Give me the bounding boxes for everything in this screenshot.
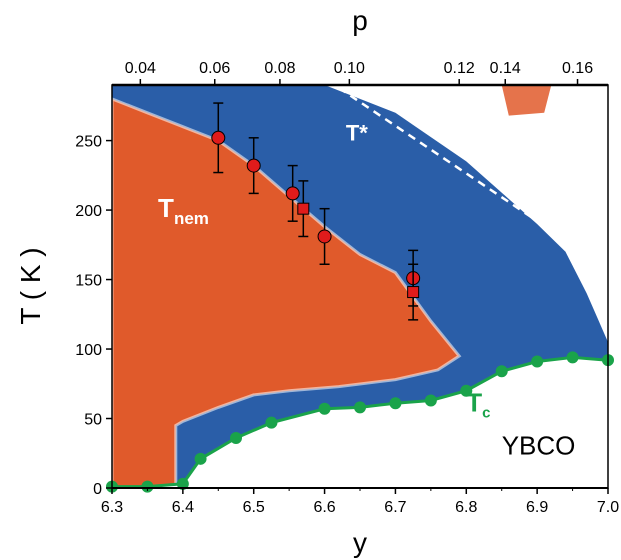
x-tick-label-0: 6.3 [101,499,123,516]
tc-point-13 [566,351,579,364]
top-tick-label-6: 0.16 [562,60,593,77]
superconducting-region [112,357,608,488]
tc-point-7 [354,401,366,414]
x-tick-label-2: 6.5 [243,499,265,516]
tc-label-main: T [466,388,482,418]
top-tick-label-4: 0.12 [444,60,475,77]
tstar-dashed-line [338,86,574,246]
tc-point-10 [460,384,473,397]
top-tick-label-1: 0.06 [199,60,230,77]
y-tick-label-4: 200 [75,203,102,220]
tnem-label-sub: nem [174,209,209,228]
y-tick-label-0: 0 [93,481,102,498]
tc-point-3 [194,452,207,465]
circle-marker-0 [211,130,226,145]
top-tick-label-3: 0.10 [334,60,365,77]
y-axis-ticks: 0 50 100 150 200 250 [75,134,112,498]
y-axis-title: T ( K ) [15,247,46,324]
tc-point-6 [318,402,331,415]
square-marker-1 [407,286,420,299]
tnem-label: Tnem [158,193,209,228]
x-tick-label-1: 6.4 [172,499,194,516]
circle-marker-3 [317,229,332,244]
tnem-label-main: T [158,193,174,223]
y-tick-label-5: 250 [75,134,102,151]
x-tick-label-6: 6.9 [526,499,548,516]
x-tick-label-3: 6.6 [313,499,335,516]
plot-area [112,85,608,488]
tc-point-8 [389,397,402,410]
high-doping-red-patch [501,85,552,116]
y-tick-label-1: 50 [84,412,102,429]
tc-point-1 [141,480,154,493]
x-tick-label-7: 7.0 [597,499,619,516]
square-marker-0 [297,202,310,215]
tc-point-12 [531,355,544,368]
tc-point-11 [495,365,508,378]
tc-point-9 [424,394,437,407]
tc-point-4 [230,431,242,444]
top-tick-label-5: 0.14 [490,60,521,77]
circle-marker-2 [285,186,300,201]
x-axis-title: y [353,527,367,558]
tc-point-5 [265,416,278,429]
x-tick-label-4: 6.7 [384,499,406,516]
top-tick-label-0: 0.04 [125,60,156,77]
y-tick-label-3: 150 [75,273,102,290]
nematic-region [112,97,462,488]
tc-label: Tc [466,388,490,422]
tc-series [106,351,614,493]
y-tick-label-2: 100 [75,342,102,359]
tc-label-sub: c [482,405,490,422]
tnem-markers [211,102,421,321]
tstar-label: T* [346,121,368,146]
x-axis-ticks: 6.3 6.4 6.5 6.6 6.7 6.8 6.9 7.0 [101,488,619,516]
top-axis-title: p [352,5,368,36]
top-tick-label-2: 0.08 [264,60,295,77]
x-tick-label-5: 6.8 [455,499,477,516]
circle-marker-1 [246,158,261,173]
tc-point-2 [176,477,189,490]
top-axis-ticks: 0.04 0.06 0.08 0.10 0.12 0.14 0.16 [125,60,593,85]
material-label: YBCO [502,431,576,461]
